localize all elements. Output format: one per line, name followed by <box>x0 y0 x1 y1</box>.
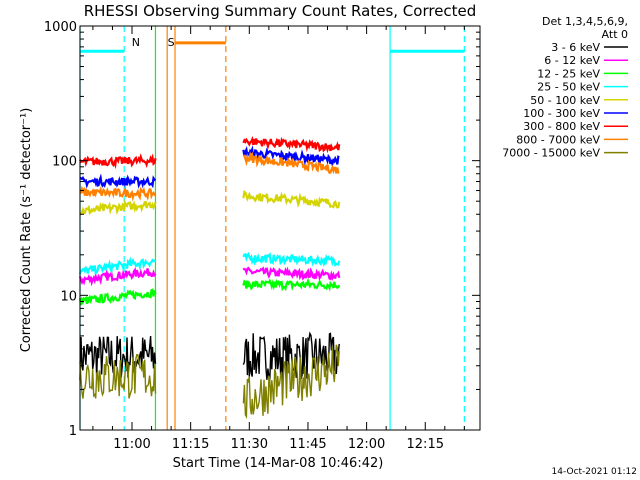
series-50-100-kev <box>79 189 341 216</box>
footer-timestamp: 14-Oct-2021 01:12 <box>552 467 637 477</box>
legend-entry-label: 25 - 50 keV <box>537 81 600 94</box>
x-tick-label: 11:00 <box>113 437 150 452</box>
series-trace-segment <box>242 251 341 268</box>
x-tick-label: 12:00 <box>348 437 385 452</box>
marker-label-s: S <box>168 36 175 49</box>
y-tick-label: 100 <box>52 155 77 170</box>
legend-entry-label: 300 - 800 keV <box>523 120 600 133</box>
series-trace-segment <box>78 256 157 275</box>
plot-frame <box>79 25 481 431</box>
series-25-50-kev <box>78 251 341 275</box>
series-trace-segment <box>79 335 157 381</box>
series-trace-segment <box>242 135 341 154</box>
legend-entry-label: 800 - 7000 keV <box>516 133 600 146</box>
series-trace-segment <box>242 344 340 419</box>
legend-entry-label: 7000 - 15000 keV <box>502 147 600 160</box>
series-800-7000-kev <box>79 151 340 202</box>
y-axis-label: Corrected Count Rate (s⁻¹ detector⁻¹) <box>19 108 34 353</box>
legend-header-line-2: Att 0 <box>602 28 628 41</box>
x-tick-label: 11:30 <box>231 437 268 452</box>
legend-entry-label: 50 - 100 keV <box>530 94 600 107</box>
series-6-12-kev <box>78 266 341 287</box>
legend-entry-label: 12 - 25 keV <box>537 67 600 80</box>
x-tick-label: 12:15 <box>407 437 444 452</box>
series-100-300-kev <box>79 145 340 189</box>
x-axis-label: Start Time (14-Mar-08 10:46:42) <box>173 456 384 471</box>
series-trace-segment <box>79 153 157 170</box>
series-12-25-kev <box>78 277 341 306</box>
x-tick-label: 11:45 <box>289 437 326 452</box>
series-trace-segment <box>79 173 157 189</box>
series-3-6-kev <box>79 331 340 381</box>
series-trace-segment <box>242 266 341 282</box>
y-tick-label: 1000 <box>44 20 77 35</box>
series-trace-segment <box>242 151 340 175</box>
series-trace-segment <box>79 199 157 216</box>
marker-label-n: N <box>132 36 140 49</box>
x-tick-label: 11:15 <box>172 437 209 452</box>
series-trace-segment <box>79 185 157 202</box>
series-trace-segment <box>78 288 157 306</box>
series-300-800-kev <box>79 135 341 170</box>
series-trace-segment <box>242 277 341 292</box>
series-trace-segment <box>78 267 157 287</box>
y-tick-label: 10 <box>60 289 77 304</box>
series-trace-segment <box>242 145 340 168</box>
series-trace-segment <box>79 353 157 399</box>
chart-title: RHESSI Observing Summary Count Rates, Co… <box>84 2 477 20</box>
legend-entry-label: 3 - 6 keV <box>551 41 600 54</box>
series-trace-segment <box>242 189 341 209</box>
legend-header-line-1: Det 1,3,4,5,6,9, <box>542 15 628 28</box>
axes: 1 10 100 1000 11:00 11:15 11:30 11:45 12:00 12:15 <box>44 20 481 452</box>
series-trace-segment <box>242 331 340 381</box>
legend-entry-label: 6 - 12 keV <box>544 54 600 67</box>
legend-entry-label: 100 - 300 keV <box>523 107 600 120</box>
y-tick-label: 1 <box>69 424 77 439</box>
series-7000-15000-kev <box>79 344 340 419</box>
